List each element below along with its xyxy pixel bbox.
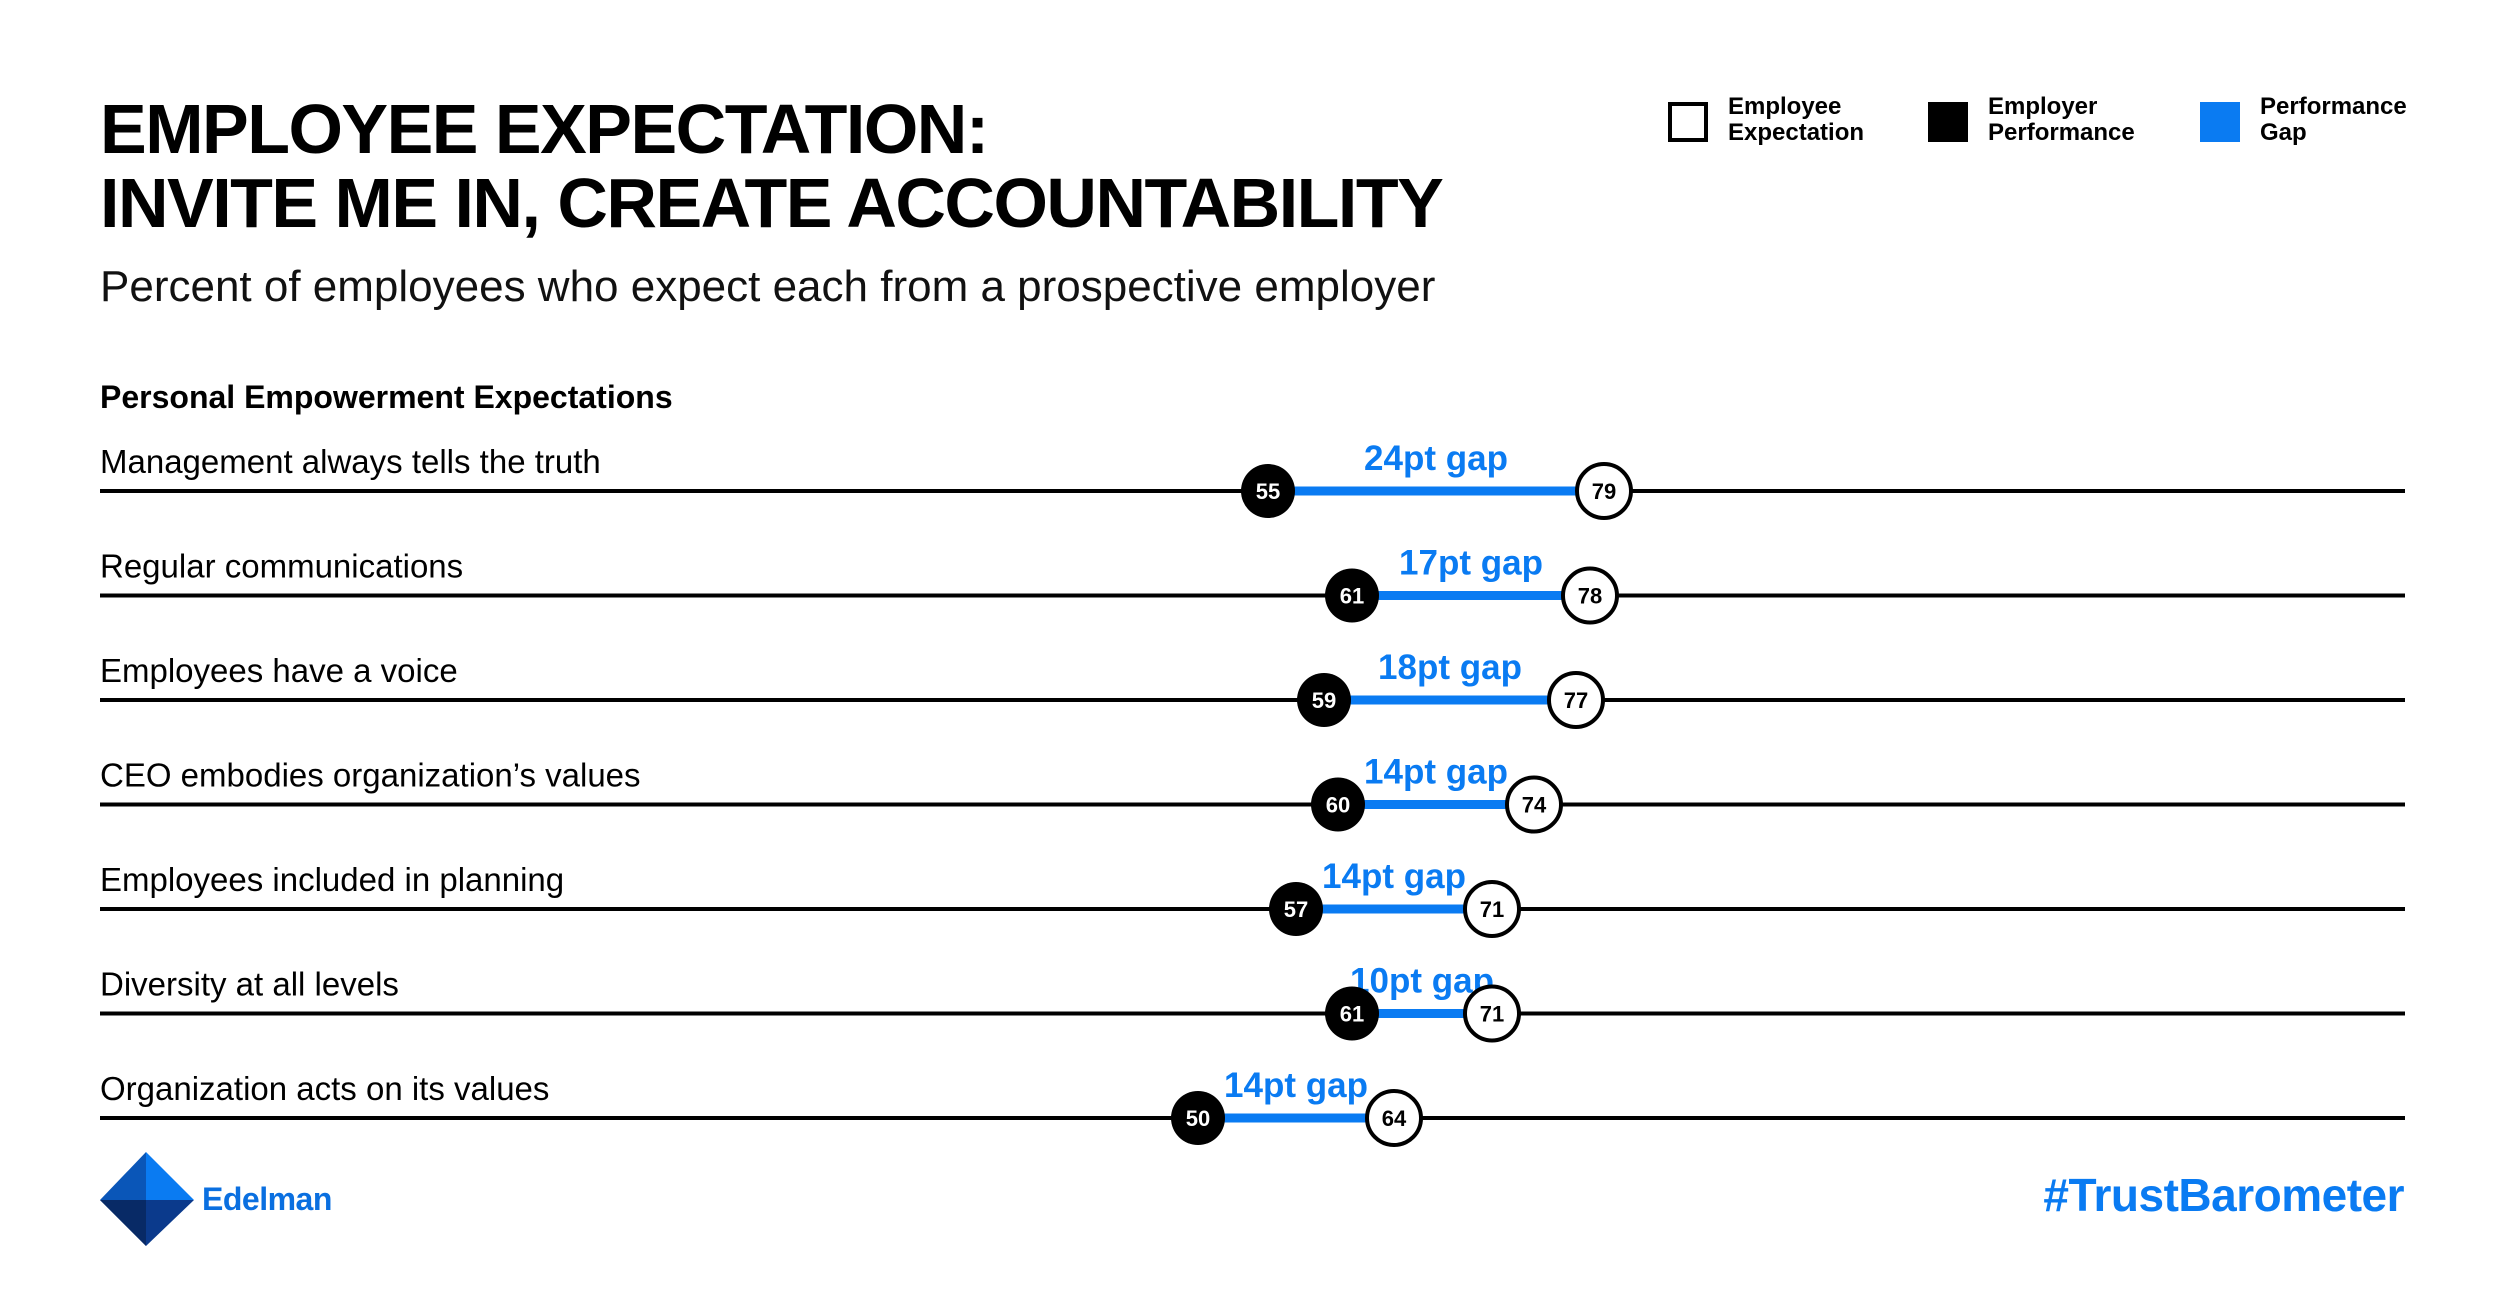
performance-marker (1297, 673, 1351, 727)
legend-label-performance: Employer Performance (1988, 93, 2135, 146)
expectation-value-label: 71 (1480, 897, 1504, 922)
expectation-marker (1547, 671, 1605, 729)
performance-value-label: 55 (1256, 479, 1280, 504)
performance-marker (1311, 777, 1365, 832)
hashtag: #TrustBarometer (2043, 1169, 2404, 1221)
legend-swatch-performance (1928, 102, 1968, 142)
performance-marker (1269, 882, 1323, 936)
row-label: Employees have a voice (100, 652, 458, 689)
gap-label: 10pt gap (1350, 962, 1494, 1001)
row-label: Diversity at all levels (100, 966, 399, 1003)
legend-item-performance: Employer Performance (1928, 94, 2158, 146)
legend-item-gap: Performance Gap (2200, 94, 2430, 146)
performance-value-label: 57 (1284, 897, 1308, 922)
chart-subtitle: Percent of employees who expect each fro… (100, 262, 1436, 311)
legend-swatch-expectation (1668, 102, 1708, 142)
expectation-marker (1561, 566, 1619, 625)
title-line-1: EMPLOYEE EXPECTATION: (100, 90, 989, 168)
expectation-marker (1575, 462, 1633, 520)
expectation-value-label: 74 (1522, 793, 1547, 818)
brand-name: Edelman (202, 1180, 332, 1217)
chart-title: EMPLOYEE EXPECTATION: INVITE ME IN, CREA… (100, 90, 1444, 242)
expectation-marker (1463, 984, 1521, 1043)
legend-label-gap: Performance Gap (2260, 93, 2407, 146)
legend-swatch-gap (2200, 102, 2240, 142)
legend: Employee Expectation Employer Performanc… (0, 94, 2500, 154)
expectation-value-label: 77 (1564, 688, 1588, 713)
expectation-value-label: 79 (1592, 479, 1616, 504)
expectation-value-label: 71 (1480, 1002, 1504, 1027)
performance-value-label: 50 (1186, 1106, 1210, 1131)
performance-value-label: 61 (1340, 1002, 1364, 1027)
expectation-marker (1505, 775, 1563, 834)
row-label: CEO embodies organization’s values (100, 757, 641, 794)
gap-label: 14pt gap (1322, 857, 1466, 896)
performance-marker (1325, 986, 1379, 1041)
gap-label: 18pt gap (1378, 648, 1522, 687)
edelman-logo: Edelman (100, 1152, 332, 1246)
expectation-marker (1463, 880, 1521, 938)
title-line-2: INVITE ME IN, CREATE ACCOUNTABILITY (100, 164, 1444, 242)
gap-label: 17pt gap (1399, 544, 1543, 583)
gap-label: 14pt gap (1364, 753, 1508, 792)
expectation-value-label: 78 (1578, 584, 1602, 609)
performance-marker (1241, 464, 1295, 518)
performance-marker (1171, 1091, 1225, 1145)
performance-marker (1325, 568, 1379, 623)
legend-item-expectation: Employee Expectation (1668, 94, 1898, 146)
row-label: Organization acts on its values (100, 1070, 549, 1107)
gap-label: 24pt gap (1364, 439, 1508, 478)
performance-value-label: 61 (1340, 584, 1364, 609)
row-label: Management always tells the truth (100, 443, 601, 480)
row-label: Employees included in planning (100, 861, 564, 898)
row-label: Regular communications (100, 548, 463, 585)
performance-value-label: 60 (1326, 793, 1350, 818)
expectation-marker (1365, 1089, 1423, 1147)
legend-label-expectation: Employee Expectation (1728, 93, 1865, 146)
section-heading: Personal Empowerment Expectations (100, 379, 673, 415)
performance-value-label: 59 (1312, 688, 1336, 713)
edelman-logo-mark (100, 1152, 194, 1246)
expectation-value-label: 64 (1382, 1106, 1407, 1131)
gap-label: 14pt gap (1224, 1066, 1368, 1105)
